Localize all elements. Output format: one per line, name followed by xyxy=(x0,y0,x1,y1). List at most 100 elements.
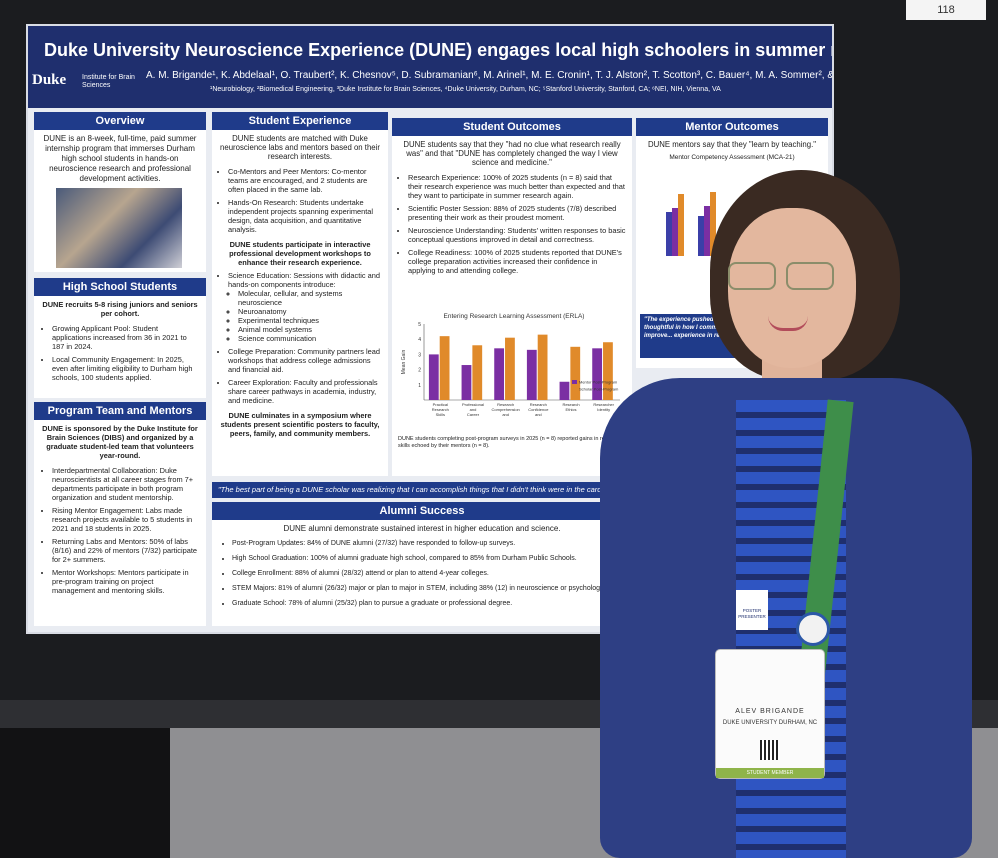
list-item: Animal model systems xyxy=(238,325,382,334)
chart-bar xyxy=(505,337,515,400)
list-item: Mentor Workshops: Mentors participate in… xyxy=(52,568,198,595)
legend-swatch xyxy=(572,387,577,391)
chart-bar xyxy=(592,348,603,400)
list-item: Rising Mentor Engagement: Labs made rese… xyxy=(52,506,198,533)
y-tick-label: 2 xyxy=(418,368,421,374)
y-tick-label: 1 xyxy=(418,383,421,389)
list-item: Science communication xyxy=(238,334,382,343)
list-item: STEM Majors: 81% of alumni (26/32) major… xyxy=(232,584,624,593)
mca-chart-title: Mentor Competency Assessment (MCA-21) xyxy=(669,154,795,161)
y-tick-label: 5 xyxy=(418,322,421,328)
student-experience-section: Student Experience DUNE students are mat… xyxy=(212,112,388,476)
hs-students-list: Growing Applicant Pool: Student applicat… xyxy=(34,322,206,382)
badge-name: ALEV BRIGANDE xyxy=(735,708,805,715)
scholar-quote: "The best part of being a DUNE scholar w… xyxy=(212,482,638,498)
qr-code-icon xyxy=(760,740,780,760)
erla-chart: Entering Research Learning Assessment (E… xyxy=(398,308,630,426)
alumni-list: Post-Program Updates: 84% of DUNE alumni… xyxy=(212,537,632,608)
poster-header: Duke University Neuroscience Experience … xyxy=(28,26,832,108)
alumni-section: Alumni Success DUNE alumni demonstrate s… xyxy=(212,502,632,626)
list-item: Scientific Poster Session: 88% of 2025 s… xyxy=(408,204,626,222)
chart-bar xyxy=(439,336,450,400)
chart-bar xyxy=(428,354,439,400)
program-team-intro: DUNE is sponsored by the Duke Institute … xyxy=(42,424,198,460)
list-item: Neuroanatomy xyxy=(238,307,382,316)
booth-number: 118 xyxy=(906,0,986,20)
mca-bar xyxy=(710,192,716,256)
glasses-icon xyxy=(728,262,776,290)
alumni-heading: Alumni Success xyxy=(212,502,632,520)
mca-bar xyxy=(698,216,704,256)
x-tick-label: Practical xyxy=(433,402,448,407)
x-tick-label: Skills xyxy=(436,412,445,417)
list-item: Career Exploration: Faculty and professi… xyxy=(228,378,382,405)
student-experience-intro: DUNE students are matched with Duke neur… xyxy=(220,134,380,161)
x-tick-label: Researcher xyxy=(593,402,614,407)
list-item: Science Education: Sessions with didacti… xyxy=(228,271,382,343)
student-outcomes-list: Research Experience: 100% of 2025 studen… xyxy=(392,171,632,275)
hs-students-heading: High School Students xyxy=(34,278,206,296)
list-item: Post-Program Updates: 84% of DUNE alumni… xyxy=(232,539,624,548)
chart-bar xyxy=(570,346,581,400)
poster-title: Duke University Neuroscience Experience … xyxy=(44,40,832,60)
legend-swatch xyxy=(572,380,577,384)
duke-logo: Duke xyxy=(32,72,67,88)
program-team-list: Interdepartmental Collaboration: Duke ne… xyxy=(34,464,206,595)
badge-footer: STUDENT MEMBER xyxy=(716,768,824,778)
list-item: Returning Labs and Mentors: 50% of labs … xyxy=(52,537,198,564)
x-tick-label: Research xyxy=(530,402,547,407)
badge-organization: DUKE UNIVERSITY DURHAM, NC xyxy=(722,720,818,726)
background-person xyxy=(0,728,170,858)
x-tick-label: and xyxy=(535,412,542,417)
erla-caption: DUNE students completing post-program su… xyxy=(398,436,622,449)
student-experience-heading: Student Experience xyxy=(212,112,388,130)
list-item: High School Graduation: 100% of alumni g… xyxy=(232,554,624,563)
list-item: Neuroscience Understanding: Students' wr… xyxy=(408,226,626,244)
x-tick-label: Comprehension xyxy=(492,407,520,412)
mca-bar xyxy=(672,208,678,256)
x-tick-label: Identity xyxy=(597,407,610,412)
overview-section: Overview DUNE is an 8-week, full-time, p… xyxy=(34,112,206,272)
poster-presenter-ribbon: POSTER PRESENTER xyxy=(736,590,768,630)
erla-chart-svg: Entering Research Learning Assessment (E… xyxy=(401,313,620,417)
overview-body: DUNE is an 8-week, full-time, paid summe… xyxy=(43,134,197,183)
list-item: Growing Applicant Pool: Student applicat… xyxy=(52,324,198,351)
overview-heading: Overview xyxy=(34,112,206,130)
y-tick-label: 3 xyxy=(418,352,421,358)
chart-bar xyxy=(559,381,570,400)
mentor-outcomes-intro: DUNE mentors say that they "learn by tea… xyxy=(647,140,817,149)
name-badge: ALEV BRIGANDE DUKE UNIVERSITY DURHAM, NC… xyxy=(716,650,824,778)
smile xyxy=(768,316,808,331)
poster-authors: A. M. Brigande¹, K. Abdelaal¹, O. Traube… xyxy=(146,70,832,81)
y-axis-label: Mean Gain xyxy=(401,350,407,375)
chart-bar xyxy=(472,345,483,400)
list-item: College Preparation: Community partners … xyxy=(228,347,382,374)
alumni-intro: DUNE alumni demonstrate sustained intere… xyxy=(283,524,561,533)
glasses-icon xyxy=(786,262,834,290)
poster-affiliations: ¹Neurobiology, ²Biomedical Engineering, … xyxy=(210,86,721,93)
students-lab-photo xyxy=(56,188,182,268)
dibs-logo: Institute for Brain Sciences xyxy=(82,74,135,89)
topics-list: Molecular, cellular, and systems neurosc… xyxy=(228,289,382,343)
student-outcomes-heading: Student Outcomes xyxy=(392,118,632,136)
chart-title: Entering Research Learning Assessment (E… xyxy=(444,313,585,320)
list-item: College Enrollment: 88% of alumni (28/32… xyxy=(232,569,624,578)
mca-bar xyxy=(666,212,672,256)
list-item: Hands-On Research: Students undertake in… xyxy=(228,198,382,234)
chart-bar xyxy=(603,342,613,400)
x-tick-label: Ethics xyxy=(566,407,577,412)
research-poster: Duke University Neuroscience Experience … xyxy=(28,26,832,632)
button-pin xyxy=(796,612,830,646)
list-item: Interdepartmental Collaboration: Duke ne… xyxy=(52,466,198,502)
student-experience-list: Co-Mentors and Peer Mentors: Co-mentor t… xyxy=(212,165,388,234)
legend-label: Mentor Post-Program xyxy=(579,380,618,385)
list-item: Local Community Engagement: In 2025, eve… xyxy=(52,355,198,382)
student-outcomes-intro: DUNE students say that they "had no clue… xyxy=(403,140,621,167)
x-tick-label: Research xyxy=(432,407,449,412)
x-tick-label: Confidence xyxy=(528,407,549,412)
workshops-list: Science Education: Sessions with didacti… xyxy=(212,269,388,405)
symposium-text: DUNE culminates in a symposium where stu… xyxy=(220,411,380,438)
x-tick-label: and xyxy=(502,412,509,417)
mentor-outcomes-heading: Mentor Outcomes xyxy=(636,118,828,136)
program-team-heading: Program Team and Mentors xyxy=(34,402,206,420)
